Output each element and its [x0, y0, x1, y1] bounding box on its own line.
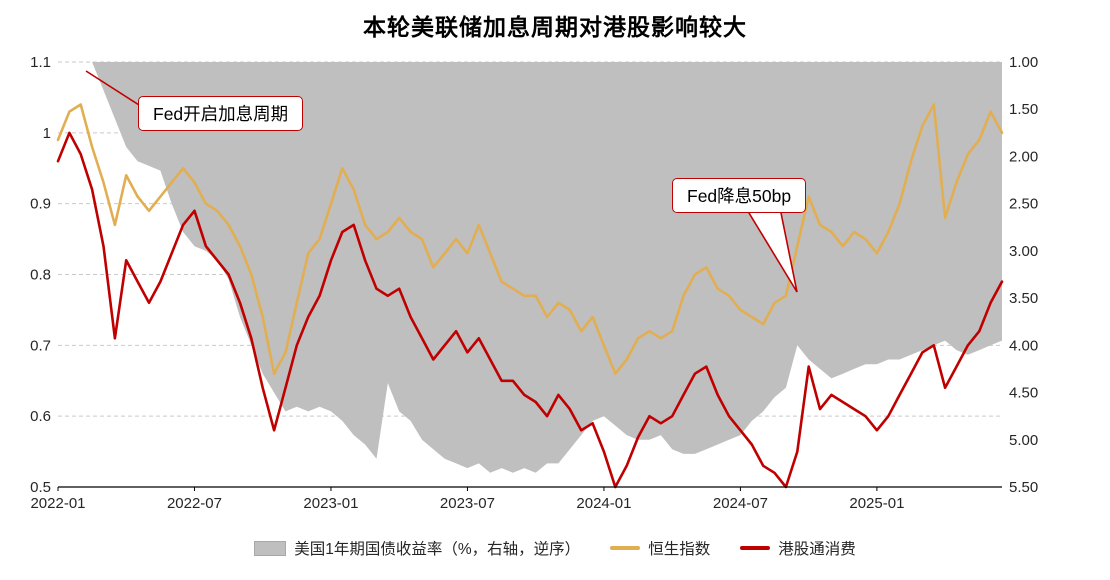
svg-text:0.7: 0.7	[30, 337, 51, 354]
svg-text:2022-07: 2022-07	[167, 495, 222, 512]
svg-text:2024-01: 2024-01	[576, 495, 631, 512]
svg-text:0.8: 0.8	[30, 267, 51, 284]
svg-text:4.50: 4.50	[1009, 385, 1038, 402]
annotation-fed-cut-box: Fed降息50bp	[672, 178, 807, 213]
legend-label-hsi: 恒生指数	[648, 541, 711, 558]
svg-text:5.50: 5.50	[1009, 479, 1038, 496]
annotation-fed-cut-label: Fed降息50bp	[687, 186, 792, 206]
svg-text:5.00: 5.00	[1009, 432, 1038, 449]
svg-text:2023-01: 2023-01	[303, 495, 358, 512]
svg-text:2.50: 2.50	[1009, 196, 1038, 213]
annotation-fed-hike-label: Fed开启加息周期	[153, 104, 289, 124]
hsi-line-swatch-icon	[610, 546, 641, 550]
consumer-line-swatch-icon	[740, 546, 771, 550]
svg-text:2022-01: 2022-01	[30, 495, 85, 512]
yield-area-swatch-icon	[254, 540, 287, 556]
svg-text:2024-07: 2024-07	[713, 495, 768, 512]
svg-text:1: 1	[43, 125, 51, 142]
legend-label-yield: 美国1年期国债收益率（%，右轴，逆序）	[294, 541, 581, 558]
legend-item-consumer: 港股通消费	[740, 537, 856, 559]
svg-text:4.00: 4.00	[1009, 337, 1038, 354]
svg-text:1.50: 1.50	[1009, 101, 1038, 118]
svg-text:0.6: 0.6	[30, 408, 51, 425]
svg-text:3.00: 3.00	[1009, 243, 1038, 260]
svg-text:2023-07: 2023-07	[440, 495, 495, 512]
svg-text:1.1: 1.1	[30, 54, 51, 71]
svg-text:0.5: 0.5	[30, 479, 51, 496]
svg-text:0.9: 0.9	[30, 196, 51, 213]
svg-text:2.00: 2.00	[1009, 148, 1038, 165]
annotation-fed-hike-box: Fed开启加息周期	[138, 96, 304, 131]
svg-text:3.50: 3.50	[1009, 290, 1038, 307]
legend-label-consumer: 港股通消费	[778, 541, 856, 558]
legend-item-hsi: 恒生指数	[610, 537, 710, 559]
svg-text:1.00: 1.00	[1009, 54, 1038, 71]
svg-text:2025-01: 2025-01	[849, 495, 904, 512]
legend-item-yield: 美国1年期国债收益率（%，右轴，逆序）	[254, 537, 580, 559]
page-title: 本轮美联储加息周期对港股影响较大	[363, 14, 747, 40]
legend: 美国1年期国债收益率（%，右轴，逆序） 恒生指数 港股通消费	[0, 537, 1110, 559]
